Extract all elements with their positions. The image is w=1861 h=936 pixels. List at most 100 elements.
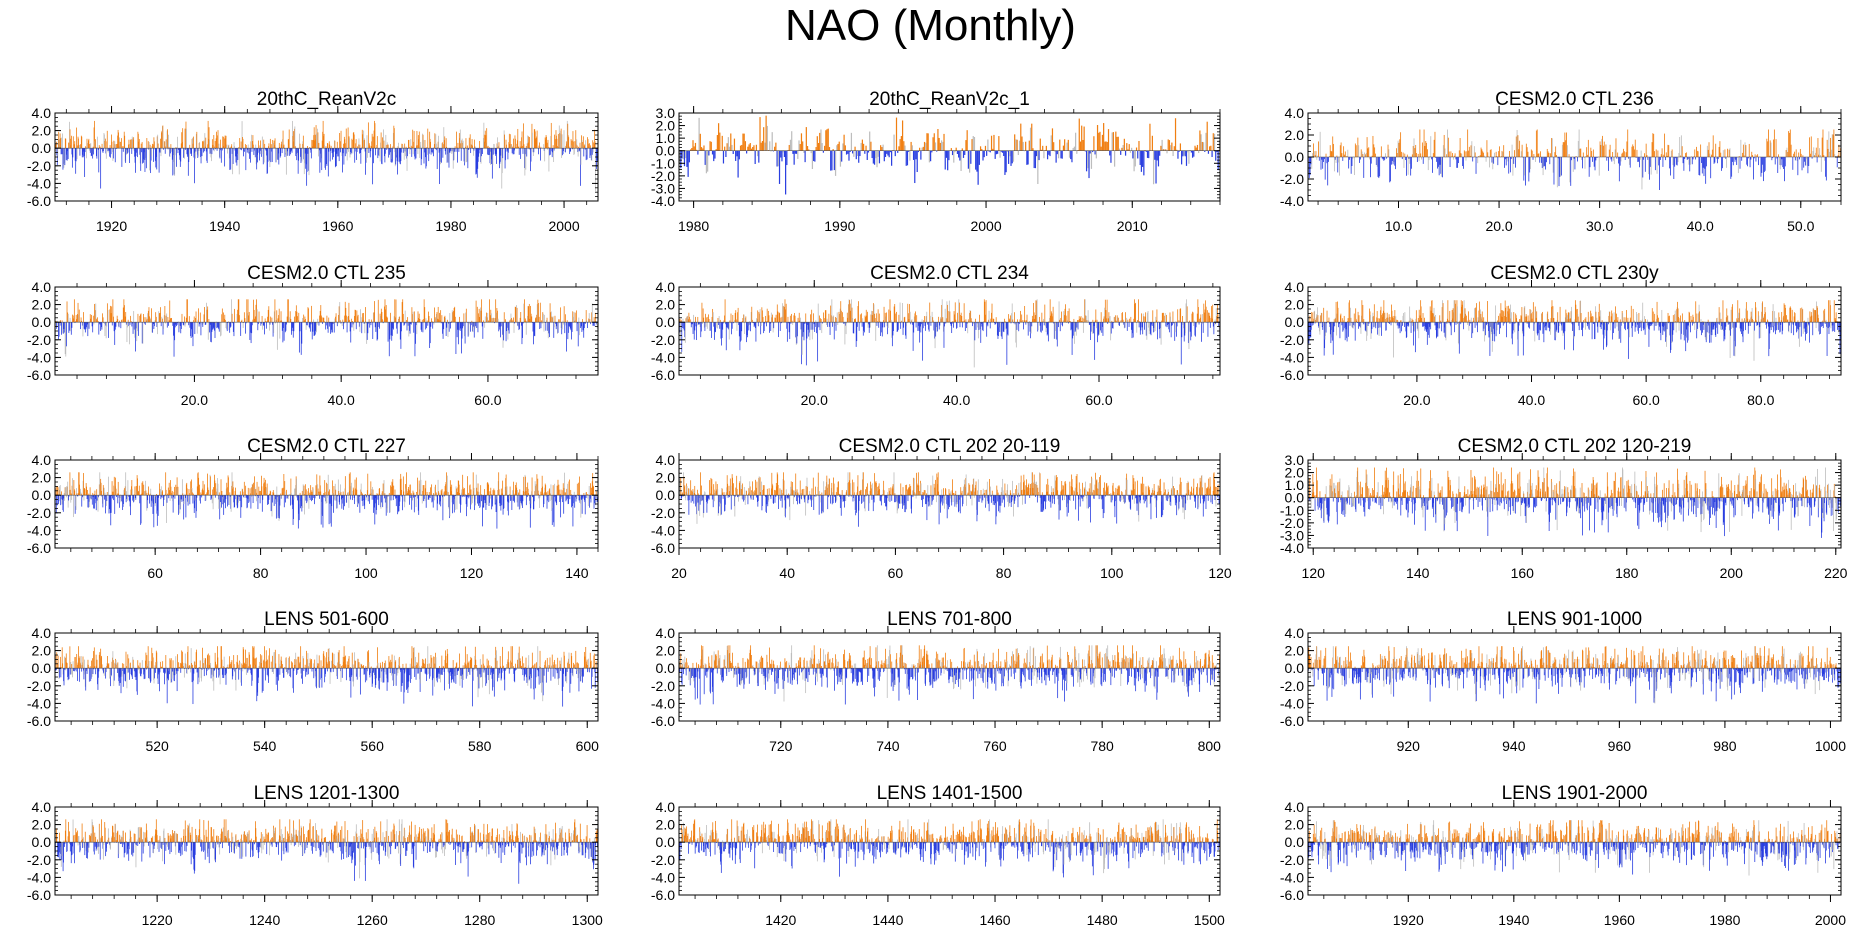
bar — [383, 320, 385, 323]
bar — [1177, 309, 1179, 323]
bar — [575, 144, 577, 149]
bar — [468, 137, 470, 149]
bar — [1540, 157, 1542, 163]
bar — [524, 320, 526, 323]
bar — [295, 311, 297, 323]
bar — [465, 146, 466, 149]
bar — [340, 322, 342, 324]
bar — [304, 148, 306, 154]
bar — [1410, 157, 1412, 176]
bar — [425, 318, 427, 323]
bar — [127, 322, 128, 328]
bar — [121, 146, 123, 149]
bar — [1410, 317, 1412, 323]
bar — [351, 138, 353, 149]
bar — [396, 322, 398, 334]
bar — [1312, 153, 1314, 157]
bar — [1163, 312, 1164, 323]
bar — [978, 150, 980, 165]
bar — [1530, 157, 1531, 170]
bar — [1650, 157, 1652, 175]
bar — [291, 148, 292, 152]
bar — [392, 146, 394, 149]
bar — [1582, 157, 1583, 169]
bar — [526, 148, 528, 157]
bar — [281, 148, 283, 154]
bar — [955, 147, 957, 151]
bar — [768, 315, 770, 323]
bar — [1133, 318, 1135, 323]
bar — [1352, 322, 1354, 329]
bar — [1049, 299, 1051, 323]
bar — [1408, 322, 1410, 327]
bar — [1165, 322, 1167, 327]
bar — [1551, 138, 1552, 157]
bar — [848, 299, 850, 323]
bar — [236, 148, 238, 166]
bar — [236, 148, 238, 154]
bar — [433, 144, 435, 149]
bar — [759, 117, 761, 151]
bar — [464, 148, 465, 166]
bar — [836, 312, 838, 323]
bar — [299, 133, 300, 149]
bar — [1421, 142, 1423, 157]
bar — [1084, 299, 1085, 323]
bar — [1773, 139, 1774, 157]
bar — [1346, 155, 1348, 157]
bar — [1447, 300, 1449, 323]
bar — [865, 145, 867, 151]
bar — [1154, 150, 1156, 160]
bar — [1207, 150, 1210, 154]
bar — [1789, 129, 1791, 157]
bar — [1376, 317, 1378, 323]
bar — [213, 322, 215, 331]
bar — [692, 322, 694, 334]
bar — [1357, 137, 1359, 157]
bar — [1150, 322, 1152, 336]
bar — [1406, 154, 1408, 157]
x-tick-label: 60.0 — [474, 392, 501, 408]
x-tick-label: 2010 — [1117, 218, 1148, 234]
bar — [1018, 322, 1020, 325]
bar — [347, 148, 349, 150]
bar — [271, 148, 273, 152]
bar — [274, 145, 275, 149]
bar — [176, 147, 178, 149]
bar — [424, 307, 426, 323]
bar — [1366, 322, 1368, 336]
bar — [195, 133, 197, 149]
bar — [361, 146, 363, 149]
bar — [381, 148, 383, 165]
bar — [117, 135, 119, 149]
bar — [1046, 322, 1048, 336]
bar — [507, 148, 509, 153]
bar — [377, 322, 379, 340]
bar — [685, 150, 687, 159]
bar — [1353, 322, 1355, 326]
bar — [1340, 313, 1342, 323]
bar — [76, 148, 78, 160]
bar — [756, 150, 759, 157]
bar — [129, 148, 130, 163]
bar — [1452, 157, 1454, 160]
bar — [581, 322, 583, 332]
bar — [322, 317, 324, 323]
bar — [548, 146, 549, 149]
bar — [788, 322, 790, 333]
bar — [260, 148, 262, 157]
bar — [564, 314, 566, 323]
bar — [1676, 157, 1678, 166]
bar — [729, 320, 731, 323]
bar — [1371, 322, 1372, 334]
bar — [1198, 322, 1200, 325]
bar — [1385, 157, 1387, 159]
bar — [327, 148, 329, 177]
bar — [422, 322, 424, 333]
bar — [1740, 139, 1742, 157]
bar — [1173, 146, 1175, 151]
bar — [1661, 148, 1663, 157]
bar — [1624, 157, 1626, 161]
bar — [1317, 155, 1319, 157]
